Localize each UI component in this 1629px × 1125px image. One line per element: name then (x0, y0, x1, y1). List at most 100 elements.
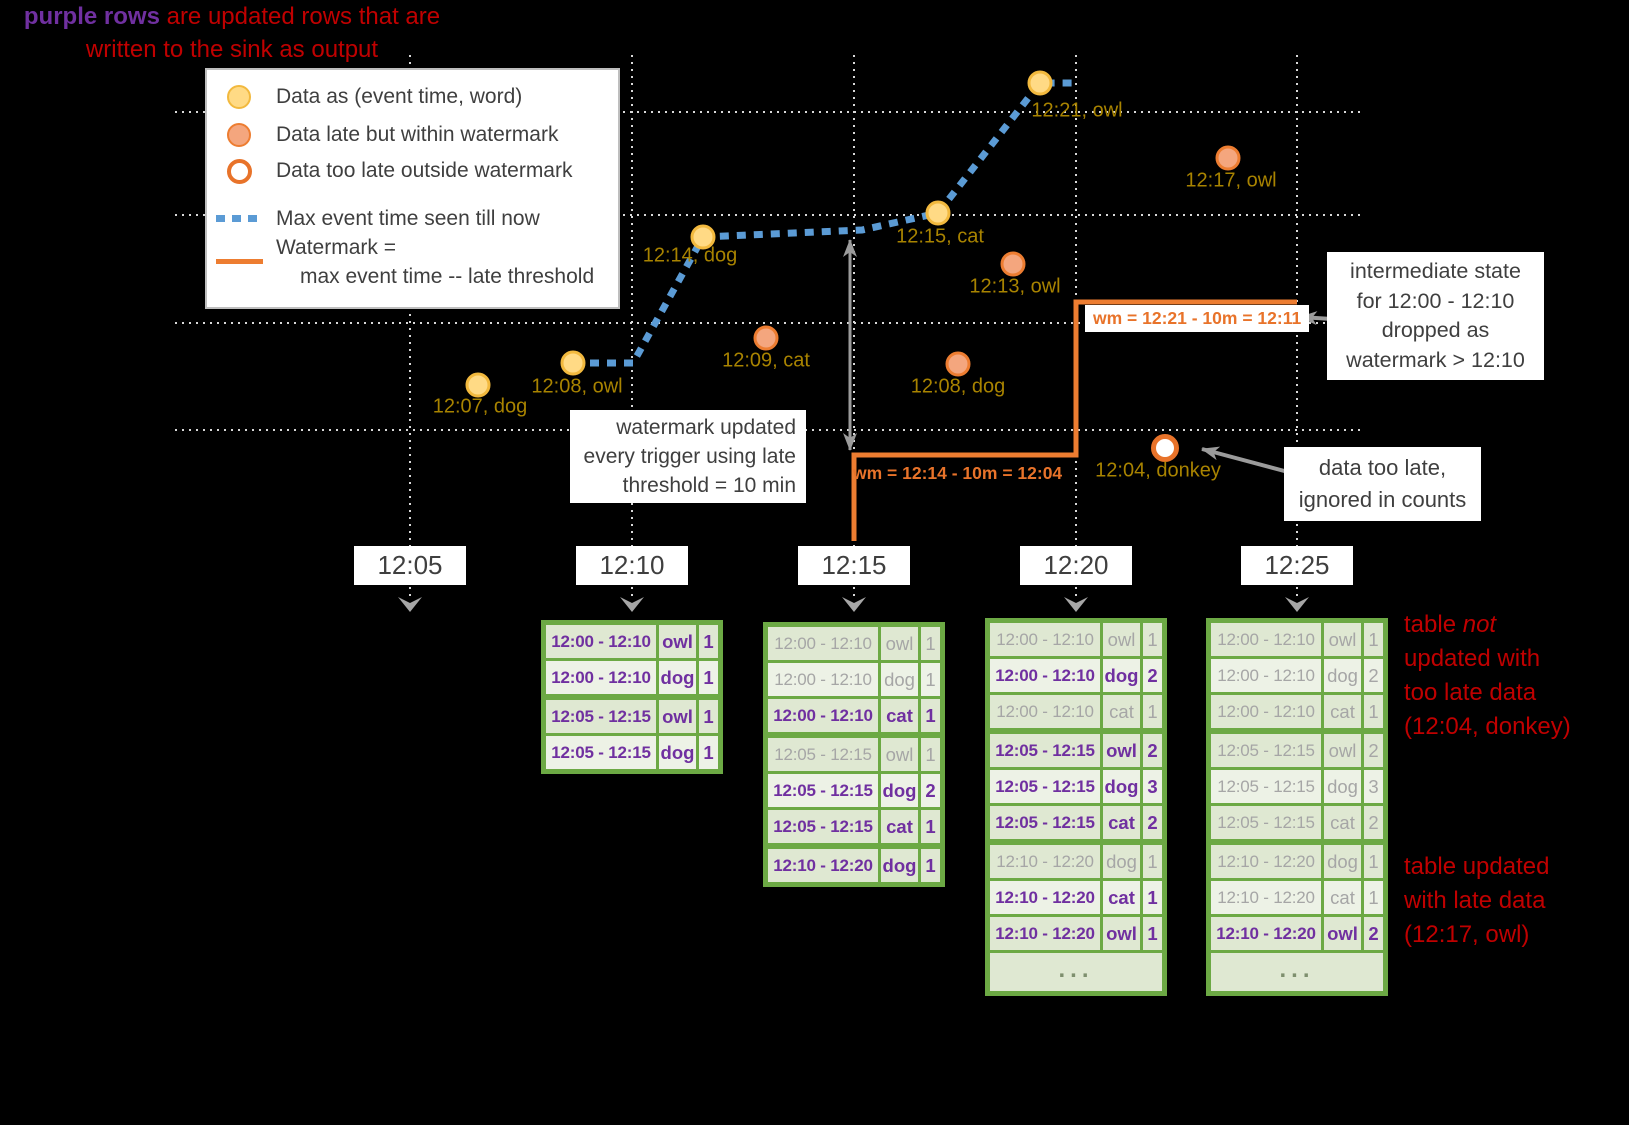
data-point-ontime (925, 200, 951, 226)
window-cell: 12:00 - 12:10 (768, 663, 878, 696)
window-cell: 12:00 - 12:10 (1211, 695, 1321, 728)
count-cell: 1 (699, 625, 718, 658)
table-row: 12:05 - 12:15 owl 2 (1211, 734, 1383, 767)
table-row: 12:10 - 12:20 cat 1 (1211, 881, 1383, 914)
too-late-note: data too late, ignored in counts (1284, 447, 1481, 521)
table-row: 12:05 - 12:15 owl 1 (768, 738, 940, 771)
purple-rows-highlight: purple rows (23, 3, 160, 30)
data-point-label: 12:13, owl (969, 275, 1061, 298)
legend-item-label: Watermark = (276, 236, 396, 259)
count-cell: 1 (1364, 623, 1383, 656)
count-cell: 2 (1364, 734, 1383, 767)
table-row: 12:10 - 12:20 dog 1 (990, 845, 1162, 878)
table-row: 12:05 - 12:15 cat 2 (1211, 806, 1383, 839)
word-cell: cat (1324, 695, 1361, 728)
window-cell: 12:10 - 12:20 (1211, 881, 1321, 914)
window-cell: 12:10 - 12:20 (768, 849, 878, 882)
max-event-time-line (573, 79, 1076, 367)
window-cell: 12:00 - 12:10 (1211, 659, 1321, 692)
legend-item: Data late but within watermark (207, 120, 618, 150)
count-cell: 2 (1143, 659, 1162, 692)
legend-item: Data too late outside watermark (207, 156, 618, 186)
table-row: 12:10 - 12:20 dog 1 (768, 849, 940, 882)
word-cell: cat (1103, 695, 1140, 728)
window-cell: 12:05 - 12:15 (1211, 734, 1321, 767)
count-cell: 2 (1364, 806, 1383, 839)
count-cell: 3 (1364, 770, 1383, 803)
data-point-label: 12:15, cat (896, 225, 984, 248)
count-cell: 1 (1143, 623, 1162, 656)
table-row: 12:00 - 12:10 dog 2 (990, 659, 1162, 692)
word-cell: dog (881, 849, 918, 882)
window-cell: 12:00 - 12:10 (990, 695, 1100, 728)
purple-rows-rest: are updated rows that are written to the… (85, 3, 441, 63)
not-updated-note: table not updated with too late data (12… (1404, 608, 1571, 744)
word-cell: dog (1103, 845, 1140, 878)
data-point-label: 12:09, cat (722, 349, 810, 372)
data-point-late (753, 325, 779, 351)
ontime-icon (227, 85, 251, 109)
data-point-label: 12:07, dog (432, 395, 528, 418)
watermark-value-label-2: wm = 12:21 - 10m = 12:11 (1085, 305, 1310, 332)
legend-item-label: Data too late outside watermark (276, 159, 573, 182)
word-cell: dog (1103, 659, 1140, 692)
updated-note: table updated with late data (12:17, owl… (1404, 853, 1550, 948)
late-icon (227, 123, 251, 147)
not-updated-post: updated with too late data (12:04, donke… (1404, 645, 1571, 740)
table-row: 12:05 - 12:15 dog 3 (990, 770, 1162, 803)
result-table-12:25: 12:00 - 12:10 owl 1 12:00 - 12:10 dog 2 12:00 … (1206, 618, 1388, 996)
count-cell: 2 (1143, 806, 1162, 839)
table-row: 12:05 - 12:15 owl 1 (546, 700, 718, 733)
word-cell: dog (659, 736, 696, 769)
count-cell: 1 (1143, 881, 1162, 914)
count-cell: 2 (1143, 734, 1162, 767)
count-cell: 1 (921, 663, 940, 696)
data-point-label: 12:04, donkey (1095, 459, 1221, 482)
word-cell: owl (881, 627, 918, 660)
word-cell: dog (881, 663, 918, 696)
intermediate-state-note: intermediate state for 12:00 - 12:10 dro… (1327, 252, 1544, 380)
word-cell: cat (1324, 806, 1361, 839)
count-cell: 1 (921, 849, 940, 882)
word-cell: owl (881, 738, 918, 771)
word-cell: dog (1324, 770, 1361, 803)
window-cell: 12:10 - 12:20 (990, 881, 1100, 914)
wmmark-icon (216, 259, 263, 264)
word-cell: owl (1103, 917, 1140, 950)
window-cell: 12:05 - 12:15 (546, 700, 656, 733)
legend-item-label: Max event time seen till now (276, 207, 540, 230)
table-row: 12:05 - 12:15 dog 2 (768, 774, 940, 807)
result-table-12:10: 12:00 - 12:10 owl 1 12:00 - 12:10 dog 1 12:05 … (541, 620, 723, 774)
legend-item-label-2: max event time -- late threshold (300, 265, 595, 288)
legend-item-label: Data late but within watermark (276, 123, 559, 146)
data-point-label: 12:17, owl (1185, 169, 1277, 192)
word-cell: dog (1103, 770, 1140, 803)
word-cell: owl (1103, 734, 1140, 767)
window-cell: 12:05 - 12:15 (768, 738, 878, 771)
count-cell: 1 (699, 700, 718, 733)
result-table-12:20: 12:00 - 12:10 owl 1 12:00 - 12:10 dog 2 12:00 … (985, 618, 1167, 996)
trigger-time-box: 12:20 (1020, 546, 1132, 585)
count-cell: 3 (1143, 770, 1162, 803)
data-point-toolate (1151, 434, 1179, 462)
table-row: 12:00 - 12:10 dog 1 (546, 661, 718, 694)
window-cell: 12:00 - 12:10 (990, 623, 1100, 656)
window-cell: 12:00 - 12:10 (768, 699, 878, 732)
watermark-line (851, 299, 1297, 541)
count-cell: 2 (1364, 917, 1383, 950)
word-cell: dog (659, 661, 696, 694)
count-cell: 1 (699, 661, 718, 694)
toolate-icon (227, 159, 252, 184)
window-cell: 12:10 - 12:20 (1211, 845, 1321, 878)
count-cell: 1 (1143, 695, 1162, 728)
table-row: 12:05 - 12:15 cat 1 (768, 810, 940, 843)
table-row: 12:10 - 12:20 dog 1 (1211, 845, 1383, 878)
window-cell: 12:00 - 12:10 (546, 661, 656, 694)
word-cell: dog (1324, 659, 1361, 692)
word-cell: cat (1103, 881, 1140, 914)
window-cell: 12:05 - 12:15 (1211, 770, 1321, 803)
legend: Data as (event time, word) Data late but … (205, 68, 620, 309)
table-row: 12:00 - 12:10 owl 1 (768, 627, 940, 660)
table-row: 12:00 - 12:10 dog 1 (768, 663, 940, 696)
count-cell: 2 (921, 774, 940, 807)
